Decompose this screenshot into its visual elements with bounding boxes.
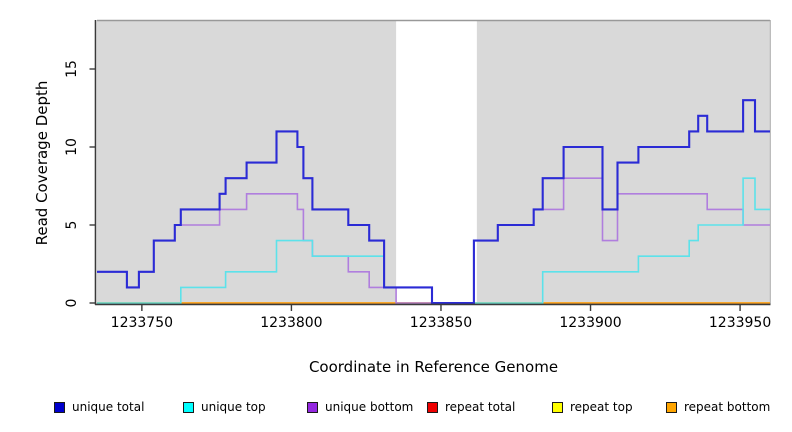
legend-item-repeat-total: repeat total [427,398,515,416]
legend-label: repeat total [445,400,516,414]
legend-label: unique total [72,400,145,414]
legend-item-unique-bottom: unique bottom [307,398,413,416]
x-axis-title: Coordinate in Reference Genome [308,358,559,376]
y-tick-label: 5 [64,220,80,230]
legend-label: repeat bottom [684,400,771,414]
x-axis-ticks [141,304,741,311]
y-tick-label: 15 [64,60,80,78]
legend-item-unique-total: unique total [54,398,144,416]
legend-label: unique bottom [325,400,414,414]
x-tick-label: 1233750 [110,315,174,331]
x-tick-label: 1233800 [260,315,323,331]
legend-label: repeat top [570,400,633,414]
y-axis-title: Read Coverage Depth [33,80,51,246]
repeat-top-swatch-icon [552,401,563,413]
unique-total-swatch-icon [54,401,65,413]
repeat-bottom-swatch-icon [666,401,677,413]
legend-item-unique-top: unique top [183,398,266,416]
series-line-unique-total [97,99,770,305]
y-axis-ticks [89,68,96,304]
x-tick-label: 1233950 [708,315,772,331]
x-tick-label: 1233900 [559,315,622,331]
unique-top-swatch-icon [183,401,194,413]
legend-item-repeat-bottom: repeat bottom [666,398,770,416]
legend-label: unique top [201,400,266,414]
x-tick-label: 1233850 [409,315,473,331]
unique-bottom-swatch-icon [307,401,318,413]
y-tick-label: 10 [64,138,80,156]
coverage-gap-region [396,21,477,303]
y-tick-label: 0 [64,298,80,308]
series-line-unique-top [97,177,770,304]
repeat-total-swatch-icon [427,401,438,413]
legend-item-repeat-top: repeat top [552,398,633,416]
series-lines [97,99,770,305]
